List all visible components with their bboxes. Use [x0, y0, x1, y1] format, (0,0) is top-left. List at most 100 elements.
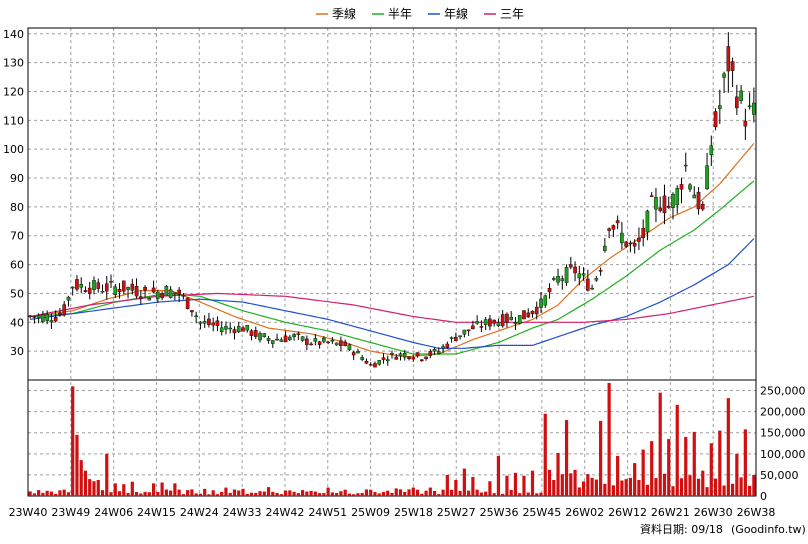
volume-bar: [288, 490, 292, 496]
volume-bar: [654, 478, 658, 496]
candle-body: [432, 349, 437, 352]
price-tick-label: 50: [10, 287, 24, 300]
candle-body: [620, 232, 624, 244]
volume-bar: [428, 487, 432, 496]
ma-line-quarter: [30, 143, 755, 358]
candle-body: [645, 210, 650, 233]
volume-bar: [573, 469, 577, 496]
candle-body: [232, 329, 237, 334]
volume-bar: [526, 492, 530, 496]
candle-body: [49, 320, 54, 323]
volume-bar: [713, 478, 718, 496]
volume-bar: [556, 452, 560, 496]
candle-body: [713, 111, 718, 128]
candle-body: [83, 290, 88, 292]
volume-bar: [599, 420, 603, 496]
candle-body: [390, 353, 394, 355]
volume-bar: [283, 490, 288, 496]
volume-bar: [160, 482, 164, 496]
x-tick-label: 24W15: [137, 506, 176, 519]
volume-bar: [607, 382, 611, 496]
candle-body: [692, 194, 697, 199]
candle-body: [394, 356, 399, 360]
candle-body: [164, 286, 169, 297]
volume-bar: [739, 477, 743, 496]
x-tick-label: 26W30: [694, 506, 733, 519]
volume-bar: [249, 492, 254, 496]
volume-bar: [360, 492, 364, 496]
candle-body: [437, 351, 441, 354]
candle-body: [368, 364, 373, 366]
volume-bar: [292, 491, 296, 496]
volume-bar: [143, 491, 147, 496]
candle-body: [509, 316, 514, 321]
volume-bar: [100, 490, 105, 496]
volume-bar: [586, 474, 590, 496]
candle-body: [351, 352, 356, 356]
volume-bar: [151, 483, 156, 496]
volume-bar: [603, 483, 607, 496]
candle-body: [262, 333, 267, 337]
candle-body: [505, 313, 509, 323]
candle-body: [462, 329, 467, 335]
volume-bar: [386, 490, 390, 496]
candle-body: [598, 270, 603, 272]
candle-body: [117, 289, 122, 293]
volume-tick-label: 150,000: [760, 427, 806, 440]
candle-body: [121, 280, 126, 292]
volume-bar: [92, 481, 96, 496]
candle-body: [475, 321, 479, 324]
candle-body: [326, 341, 330, 344]
volume-bar: [139, 493, 143, 496]
candle-body: [407, 356, 411, 359]
candle-body: [215, 320, 220, 326]
volume-bar: [211, 490, 215, 496]
volume-bar: [518, 493, 522, 496]
x-tick-label: 24W24: [180, 506, 219, 519]
volume-bar: [445, 474, 449, 496]
volume-bar: [505, 475, 509, 496]
candle-body: [224, 326, 228, 330]
candle-body: [560, 278, 565, 282]
volume-bar: [241, 488, 245, 496]
volume-bar: [122, 484, 126, 496]
candle-body: [347, 344, 352, 350]
candle-body: [147, 298, 152, 301]
volume-bar: [390, 492, 394, 496]
candle-body: [334, 342, 339, 346]
volume-bar: [701, 470, 705, 496]
volume-bar: [441, 489, 445, 496]
volume-bar: [581, 481, 586, 496]
volume-bar: [279, 494, 283, 496]
volume-bar: [432, 490, 437, 496]
legend: 季線 半年 年線 三年: [316, 6, 524, 21]
candle-body: [79, 283, 84, 288]
volume-bar: [318, 493, 322, 496]
x-tick-label: 24W33: [223, 506, 262, 519]
volume-bar: [658, 392, 662, 496]
volume-bar: [66, 492, 71, 496]
volume-bar: [186, 490, 190, 496]
candle-body: [96, 282, 101, 289]
candle-body: [581, 273, 586, 276]
volume-bar: [373, 492, 377, 496]
volume-bar: [194, 493, 198, 496]
candle-body: [628, 242, 633, 245]
volume-bar: [492, 493, 496, 496]
volume-bar: [356, 493, 360, 496]
candle-body: [500, 314, 505, 327]
candle-body: [373, 363, 377, 368]
candle-body: [466, 329, 471, 332]
candle-body: [236, 326, 241, 333]
volume-bar: [130, 481, 134, 496]
candle-body: [28, 315, 32, 317]
volume-bar: [177, 489, 181, 496]
candle-body: [300, 336, 305, 341]
volume-bar: [748, 485, 752, 496]
volume-bar: [743, 429, 747, 496]
candle-body: [534, 306, 539, 315]
candle-body: [41, 314, 45, 322]
volume-bar: [96, 479, 100, 496]
price-tick-label: 90: [10, 172, 24, 185]
volume-bar: [369, 489, 373, 496]
